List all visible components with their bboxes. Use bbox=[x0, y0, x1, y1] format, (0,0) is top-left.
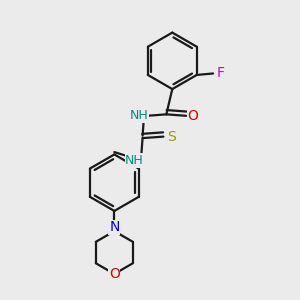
Text: O: O bbox=[188, 109, 199, 123]
Text: N: N bbox=[109, 220, 119, 234]
Text: NH: NH bbox=[125, 154, 144, 167]
Text: O: O bbox=[109, 267, 120, 281]
Text: NH: NH bbox=[129, 109, 148, 122]
Text: F: F bbox=[217, 67, 225, 80]
Text: S: S bbox=[167, 130, 176, 144]
